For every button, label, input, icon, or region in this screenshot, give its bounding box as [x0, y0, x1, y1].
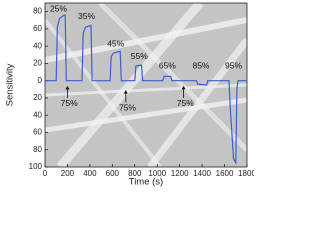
y-tick-label: 40 [33, 41, 42, 50]
y-tick-label: 20 [33, 93, 42, 102]
x-tick-label: 1600 [216, 169, 234, 178]
annotation: 65% [159, 60, 176, 70]
annotation: 95% [225, 60, 242, 70]
x-tick-label: 1800 [238, 169, 254, 178]
annotation-arrowhead [65, 85, 70, 90]
annotation-arrowhead [181, 85, 186, 90]
y-tick-label: 40 [33, 110, 42, 119]
plot-frame [44, 2, 248, 168]
annotation: 85% [192, 60, 209, 70]
x-tick-label: 1000 [148, 169, 166, 178]
fiber-background [45, 3, 247, 167]
y-tick-label: 0 [38, 76, 43, 85]
y-tick-label: 20 [33, 59, 42, 68]
annotation-arrowhead [123, 90, 128, 94]
y-tick-label: 100 [29, 162, 43, 171]
x-tick-label: 200 [61, 169, 75, 178]
x-tick-label: 1200 [171, 169, 189, 178]
annotation: 75% [119, 103, 136, 113]
annotation: 35% [78, 11, 95, 21]
x-tick-label: 600 [106, 169, 120, 178]
annotation: 25% [50, 3, 67, 13]
x-tick-label: 400 [83, 169, 97, 178]
annotation: 75% [177, 98, 194, 108]
y-tick-label: 60 [33, 24, 42, 33]
annotation: 45% [107, 39, 124, 49]
x-tick-label: 1400 [193, 169, 211, 178]
annotation: 75% [61, 98, 78, 108]
x-axis-label: Time (s) [129, 177, 163, 188]
y-axis-label: Sensitivity [5, 63, 16, 106]
y-tick-label: 60 [33, 128, 42, 137]
y-tick-label: 80 [33, 145, 42, 154]
page: {"chart_data": {"type": "line", "x_label… [4, 2, 254, 188]
annotation: 55% [131, 51, 148, 61]
x-tick-label: 800 [128, 169, 142, 178]
chart: Time (s) Sensitivity 8060402002040608010… [5, 2, 254, 188]
x-tick-label: 0 [43, 169, 48, 178]
data-line [45, 14, 247, 166]
y-tick-label: 80 [33, 7, 42, 16]
